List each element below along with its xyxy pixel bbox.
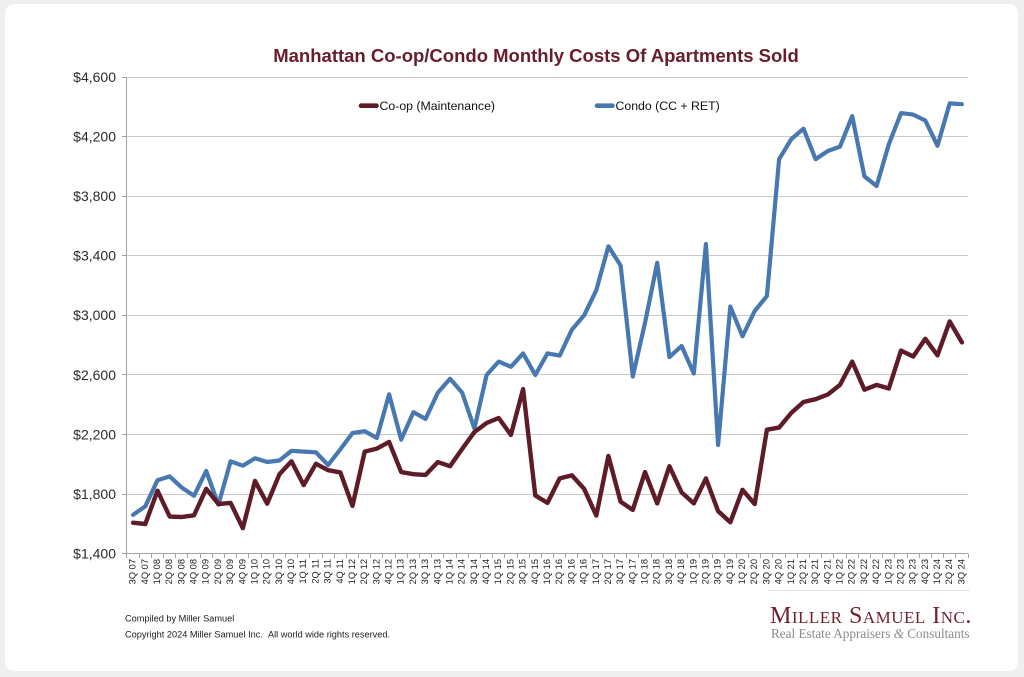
svg-text:1Q 08: 1Q 08 bbox=[152, 559, 162, 584]
svg-text:1Q 11: 1Q 11 bbox=[298, 559, 308, 584]
svg-text:2Q 19: 2Q 19 bbox=[700, 559, 710, 584]
svg-text:1Q 23: 1Q 23 bbox=[883, 559, 893, 584]
svg-text:Condo (CC + RET): Condo (CC + RET) bbox=[616, 99, 720, 113]
svg-text:1Q 14: 1Q 14 bbox=[445, 559, 455, 584]
svg-text:2Q 13: 2Q 13 bbox=[408, 559, 418, 584]
svg-text:4Q 19: 4Q 19 bbox=[725, 559, 735, 584]
svg-text:4Q 07: 4Q 07 bbox=[140, 559, 150, 584]
svg-text:4Q 08: 4Q 08 bbox=[189, 559, 199, 584]
svg-text:Copyright 2024 Miller Samuel I: Copyright 2024 Miller Samuel Inc. All wo… bbox=[125, 630, 390, 640]
svg-text:1Q 09: 1Q 09 bbox=[201, 559, 211, 584]
svg-text:2Q 12: 2Q 12 bbox=[359, 559, 369, 584]
svg-text:2Q 08: 2Q 08 bbox=[164, 559, 174, 584]
svg-text:3Q 09: 3Q 09 bbox=[225, 559, 235, 584]
svg-text:$2,200: $2,200 bbox=[73, 426, 116, 442]
svg-text:3Q 19: 3Q 19 bbox=[713, 559, 723, 584]
svg-text:2Q 09: 2Q 09 bbox=[213, 559, 223, 584]
svg-text:Manhattan Co-op/Condo Monthly: Manhattan Co-op/Condo Monthly Costs Of A… bbox=[273, 45, 799, 66]
svg-text:3Q 18: 3Q 18 bbox=[664, 559, 674, 584]
svg-text:$1,400: $1,400 bbox=[73, 545, 116, 561]
svg-text:4Q 15: 4Q 15 bbox=[530, 559, 540, 584]
svg-text:4Q 16: 4Q 16 bbox=[579, 559, 589, 584]
svg-text:4Q 22: 4Q 22 bbox=[871, 559, 881, 584]
svg-text:2Q 20: 2Q 20 bbox=[749, 559, 759, 584]
svg-text:1Q 16: 1Q 16 bbox=[542, 559, 552, 584]
svg-text:Compiled by Miller Samuel: Compiled by Miller Samuel bbox=[125, 614, 234, 624]
svg-text:3Q 12: 3Q 12 bbox=[371, 559, 381, 584]
svg-text:2Q 11: 2Q 11 bbox=[310, 559, 320, 584]
svg-text:$4,600: $4,600 bbox=[73, 69, 116, 85]
svg-text:2Q 24: 2Q 24 bbox=[944, 559, 954, 584]
svg-text:4Q 10: 4Q 10 bbox=[286, 559, 296, 584]
svg-text:4Q 13: 4Q 13 bbox=[432, 559, 442, 584]
svg-text:$3,800: $3,800 bbox=[73, 188, 116, 204]
svg-text:3Q 16: 3Q 16 bbox=[566, 559, 576, 584]
svg-text:1Q 13: 1Q 13 bbox=[396, 559, 406, 584]
svg-text:$3,000: $3,000 bbox=[73, 307, 116, 323]
svg-text:2Q 23: 2Q 23 bbox=[896, 559, 906, 584]
svg-text:3Q 17: 3Q 17 bbox=[615, 559, 625, 584]
svg-text:3Q 14: 3Q 14 bbox=[469, 559, 479, 584]
svg-text:4Q 17: 4Q 17 bbox=[627, 559, 637, 584]
svg-text:2Q 14: 2Q 14 bbox=[457, 559, 467, 584]
svg-text:1Q 17: 1Q 17 bbox=[591, 559, 601, 584]
svg-text:Co-op (Maintenance): Co-op (Maintenance) bbox=[380, 99, 496, 113]
svg-text:4Q 12: 4Q 12 bbox=[384, 559, 394, 584]
svg-text:3Q 23: 3Q 23 bbox=[908, 559, 918, 584]
svg-text:2Q 17: 2Q 17 bbox=[603, 559, 613, 584]
svg-text:1Q 12: 1Q 12 bbox=[347, 559, 357, 584]
svg-text:1Q 24: 1Q 24 bbox=[932, 559, 942, 584]
svg-text:1Q 22: 1Q 22 bbox=[835, 559, 845, 584]
svg-text:3Q 15: 3Q 15 bbox=[518, 559, 528, 584]
svg-text:3Q 11: 3Q 11 bbox=[323, 559, 333, 584]
svg-text:1Q 18: 1Q 18 bbox=[640, 559, 650, 584]
svg-text:3Q 08: 3Q 08 bbox=[176, 559, 186, 584]
svg-text:3Q 10: 3Q 10 bbox=[274, 559, 284, 584]
svg-text:1Q 19: 1Q 19 bbox=[688, 559, 698, 584]
svg-text:$4,200: $4,200 bbox=[73, 129, 116, 145]
svg-text:2Q 21: 2Q 21 bbox=[798, 559, 808, 584]
svg-text:4Q 20: 4Q 20 bbox=[774, 559, 784, 584]
svg-text:3Q 24: 3Q 24 bbox=[956, 559, 966, 584]
svg-text:2Q 18: 2Q 18 bbox=[652, 559, 662, 584]
svg-text:4Q 09: 4Q 09 bbox=[237, 559, 247, 584]
svg-text:2Q 15: 2Q 15 bbox=[505, 559, 515, 584]
svg-text:4Q 18: 4Q 18 bbox=[676, 559, 686, 584]
svg-text:4Q 11: 4Q 11 bbox=[335, 559, 345, 584]
svg-text:1Q 15: 1Q 15 bbox=[493, 559, 503, 584]
svg-text:2Q 16: 2Q 16 bbox=[554, 559, 564, 584]
svg-text:3Q 13: 3Q 13 bbox=[420, 559, 430, 584]
svg-text:$1,800: $1,800 bbox=[73, 486, 116, 502]
svg-text:4Q 23: 4Q 23 bbox=[920, 559, 930, 584]
svg-text:1Q 21: 1Q 21 bbox=[786, 559, 796, 584]
svg-text:$3,400: $3,400 bbox=[73, 248, 116, 264]
svg-text:3Q 20: 3Q 20 bbox=[761, 559, 771, 584]
svg-text:3Q 07: 3Q 07 bbox=[128, 559, 138, 584]
svg-text:3Q 21: 3Q 21 bbox=[810, 559, 820, 584]
svg-text:4Q 21: 4Q 21 bbox=[822, 559, 832, 584]
svg-text:3Q 22: 3Q 22 bbox=[859, 559, 869, 584]
svg-text:4Q 14: 4Q 14 bbox=[481, 559, 491, 584]
svg-text:2Q 10: 2Q 10 bbox=[262, 559, 272, 584]
svg-text:1Q 20: 1Q 20 bbox=[737, 559, 747, 584]
svg-text:1Q 10: 1Q 10 bbox=[250, 559, 260, 584]
svg-text:$2,600: $2,600 bbox=[73, 367, 116, 383]
svg-text:2Q 22: 2Q 22 bbox=[847, 559, 857, 584]
